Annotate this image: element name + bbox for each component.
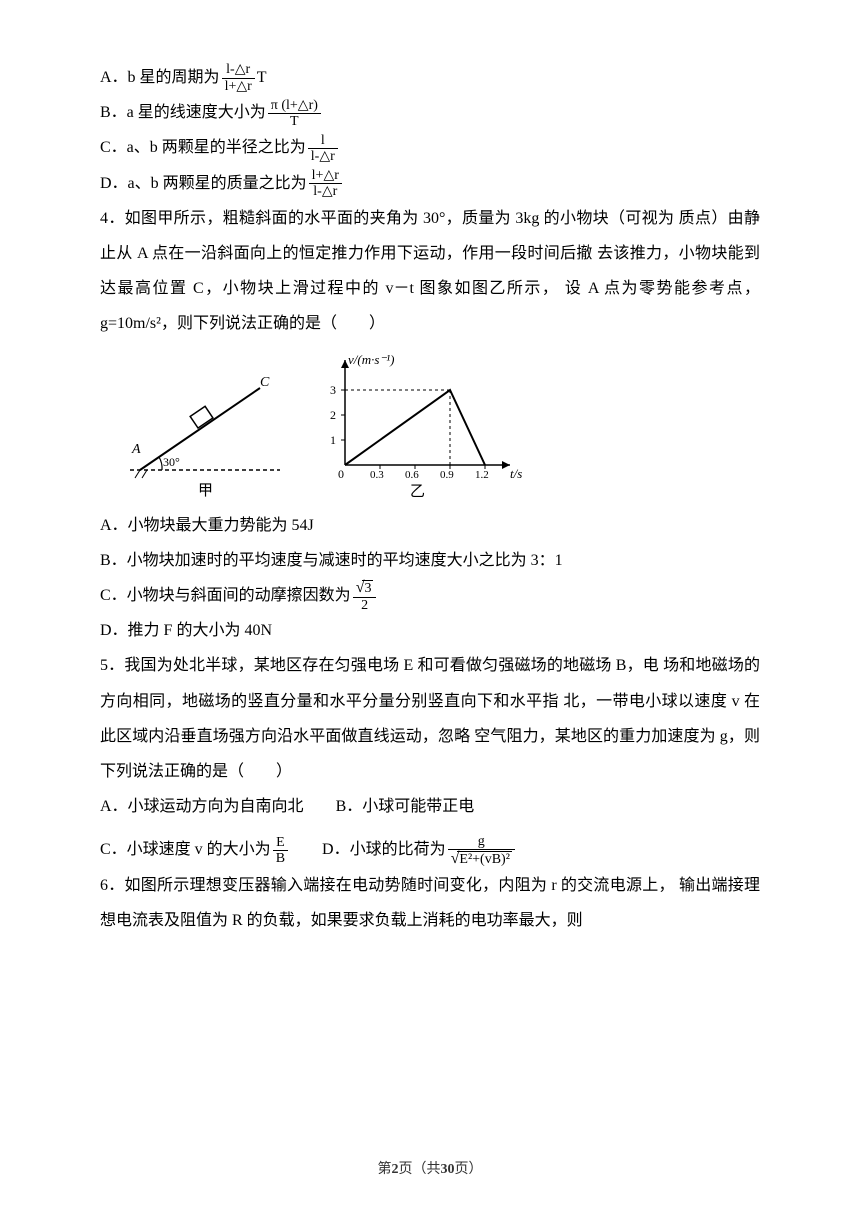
text: D．a、b 两颗星的质量之比为 [100,175,307,192]
svg-text:v/(m·s⁻¹): v/(m·s⁻¹) [348,352,395,367]
text: C．小物块与斜面间的动摩擦因数为 [100,587,351,604]
text: C．a、b 两颗星的半径之比为 [100,139,306,156]
q3-option-c: C．a、b 两颗星的半径之比为ll-△r [100,130,760,165]
q3-option-a: A．b 星的周期为l-△rl+△rT [100,60,760,95]
text: T [257,69,267,86]
text: 6．如图所示理想变压器输入端接在电动势随时间变化，内阻为 r 的交流电源上， [100,877,675,894]
q4-option-a: A．小物块最大重力势能为 54J [100,508,760,543]
fraction: l+△rl-△r [309,168,342,200]
caption-left: 甲 [198,483,213,499]
q4-option-c: C．小物块与斜面间的动摩擦因数为√32 [100,578,760,613]
fraction: π (l+△r)T [268,98,321,130]
q5-option-b: B．小球可能带正电 [336,798,475,815]
svg-text:0.6: 0.6 [405,469,419,481]
svg-text:0: 0 [338,467,344,481]
svg-text:1.2: 1.2 [475,469,489,481]
fraction: EB [273,835,288,867]
fraction: g√E²+(vB)² [448,834,515,868]
page-footer: 第2页（共30页） [0,1155,860,1186]
fraction: √32 [353,579,377,613]
text: 5．我国为处北半球，某地区存在匀强电场 E 和可看做匀强磁场的地磁场 B，电 [100,657,659,674]
q5-option-a: A．小球运动方向为自南向北 [100,798,304,815]
text: B．a 星的线速度大小为 [100,104,266,121]
q5-option-d-prefix: D．小球的比荷为 [322,841,446,858]
q5-option-c-prefix: C．小球速度 v 的大小为 [100,841,271,858]
q5-options-ab: A．小球运动方向为自南向北 B．小球可能带正电 [100,789,760,824]
text: 4．如图甲所示，粗糙斜面的水平面的夹角为 30°，质量为 3kg 的小物块（可视… [100,210,674,227]
svg-text:0.3: 0.3 [370,469,384,481]
fraction: l-△rl+△r [222,62,255,94]
svg-text:乙: 乙 [410,484,425,500]
svg-text:2: 2 [330,408,336,422]
label-c: C [260,375,270,390]
q4-incline-diagram: A C 30° 甲 [120,360,290,500]
text: A．b 星的周期为 [100,69,220,86]
svg-text:t/s: t/s [510,466,522,481]
q4-option-d: D．推力 F 的大小为 40N [100,613,760,648]
angle-label: 30° [163,455,180,469]
svg-text:3: 3 [330,383,336,397]
q3-option-d: D．a、b 两颗星的质量之比为l+△rl-△r [100,166,760,201]
svg-text:0.9: 0.9 [440,469,454,481]
svg-text:1: 1 [330,433,336,447]
q4-option-b: B．小物块加速时的平均速度与减速时的平均速度大小之比为 3：1 [100,543,760,578]
q4-diagrams: A C 30° 甲 1 2 3 0 [120,350,760,500]
q6-stem: 6．如图所示理想变压器输入端接在电动势随时间变化，内阻为 r 的交流电源上， 输… [100,868,760,938]
q3-option-b: B．a 星的线速度大小为π (l+△r)T [100,95,760,130]
q5-options-cd: C．小球速度 v 的大小为EB D．小球的比荷为g√E²+(vB)² [100,832,760,867]
label-a: A [131,442,141,457]
q4-stem: 4．如图甲所示，粗糙斜面的水平面的夹角为 30°，质量为 3kg 的小物块（可视… [100,201,760,342]
q5-stem: 5．我国为处北半球，某地区存在匀强电场 E 和可看做匀强磁场的地磁场 B，电 场… [100,648,760,789]
q4-vt-graph: 1 2 3 0 0.3 0.6 0.9 1.2 v/(m·s⁻¹) t/s 乙 [310,350,530,500]
fraction: ll-△r [308,133,338,165]
